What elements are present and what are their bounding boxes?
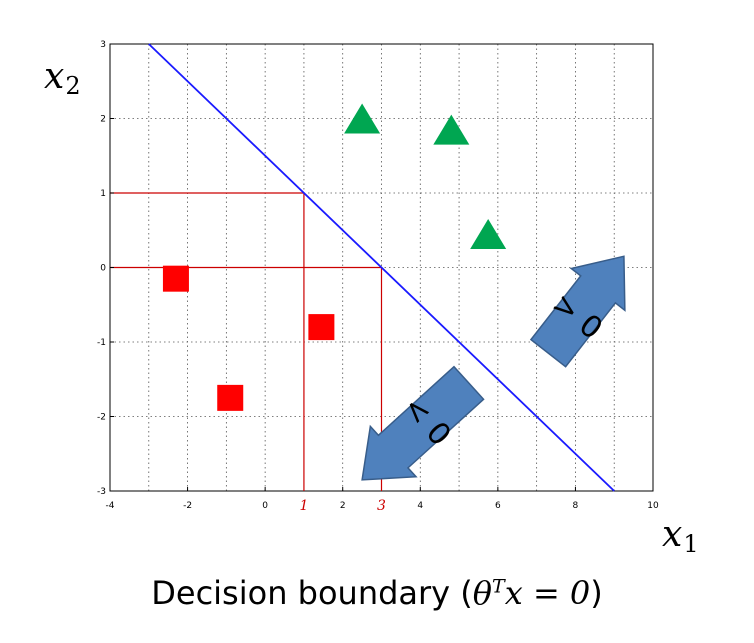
chart-caption: Decision boundary (θTx = 0) [0,574,754,612]
x-axis-label: x1 [662,514,699,558]
region-arrows: > 0 < 0 [361,255,626,481]
arrow-shape [361,365,485,481]
x-tick-label: -2 [183,501,192,511]
x-tick-label: 0 [262,501,268,511]
boundary-line [148,43,615,492]
y-tick-label: -1 [97,338,106,348]
caption-theta: θ [472,574,493,612]
y-axis-label: x2 [44,56,81,100]
arrow-shape [529,255,626,368]
tick-labels: -4 -2 0 2 4 6 8 10 -3 -2 -1 0 1 2 3 1 3 [97,40,659,514]
x-tick-label: 8 [573,501,579,511]
green-triangle-point [470,218,507,249]
y-tick-label: 0 [100,264,106,274]
caption-text: Decision boundary ( [151,574,473,612]
y-tick-label: 2 [100,115,106,125]
x-tick-label: 10 [647,501,659,511]
reference-tick-label: 3 [377,498,386,514]
caption-rest: x = 0 [504,574,591,612]
x-tick-label: 6 [495,501,501,511]
green-triangle-point [344,103,381,134]
boundary-line-layer [148,43,615,492]
y-tick-label: -2 [97,413,106,423]
red-square-point [308,314,335,341]
red-square-point [217,384,244,411]
x-tick-label: 4 [417,501,423,511]
caption-close: ) [590,574,603,612]
x-tick-label: -4 [106,501,115,511]
region-arrow-negative: < 0 [361,365,485,481]
y-tick-label: 1 [100,189,106,199]
green-triangle-point [433,114,470,145]
x-tick-label: 2 [340,501,346,511]
caption-sup: T [492,575,505,598]
y-tick-label: -3 [97,487,106,497]
markers [162,103,507,411]
y-tick-label: 3 [100,40,106,50]
reference-tick-label: 1 [299,498,308,514]
red-square-point [162,265,189,292]
region-arrow-positive: > 0 [529,255,626,368]
